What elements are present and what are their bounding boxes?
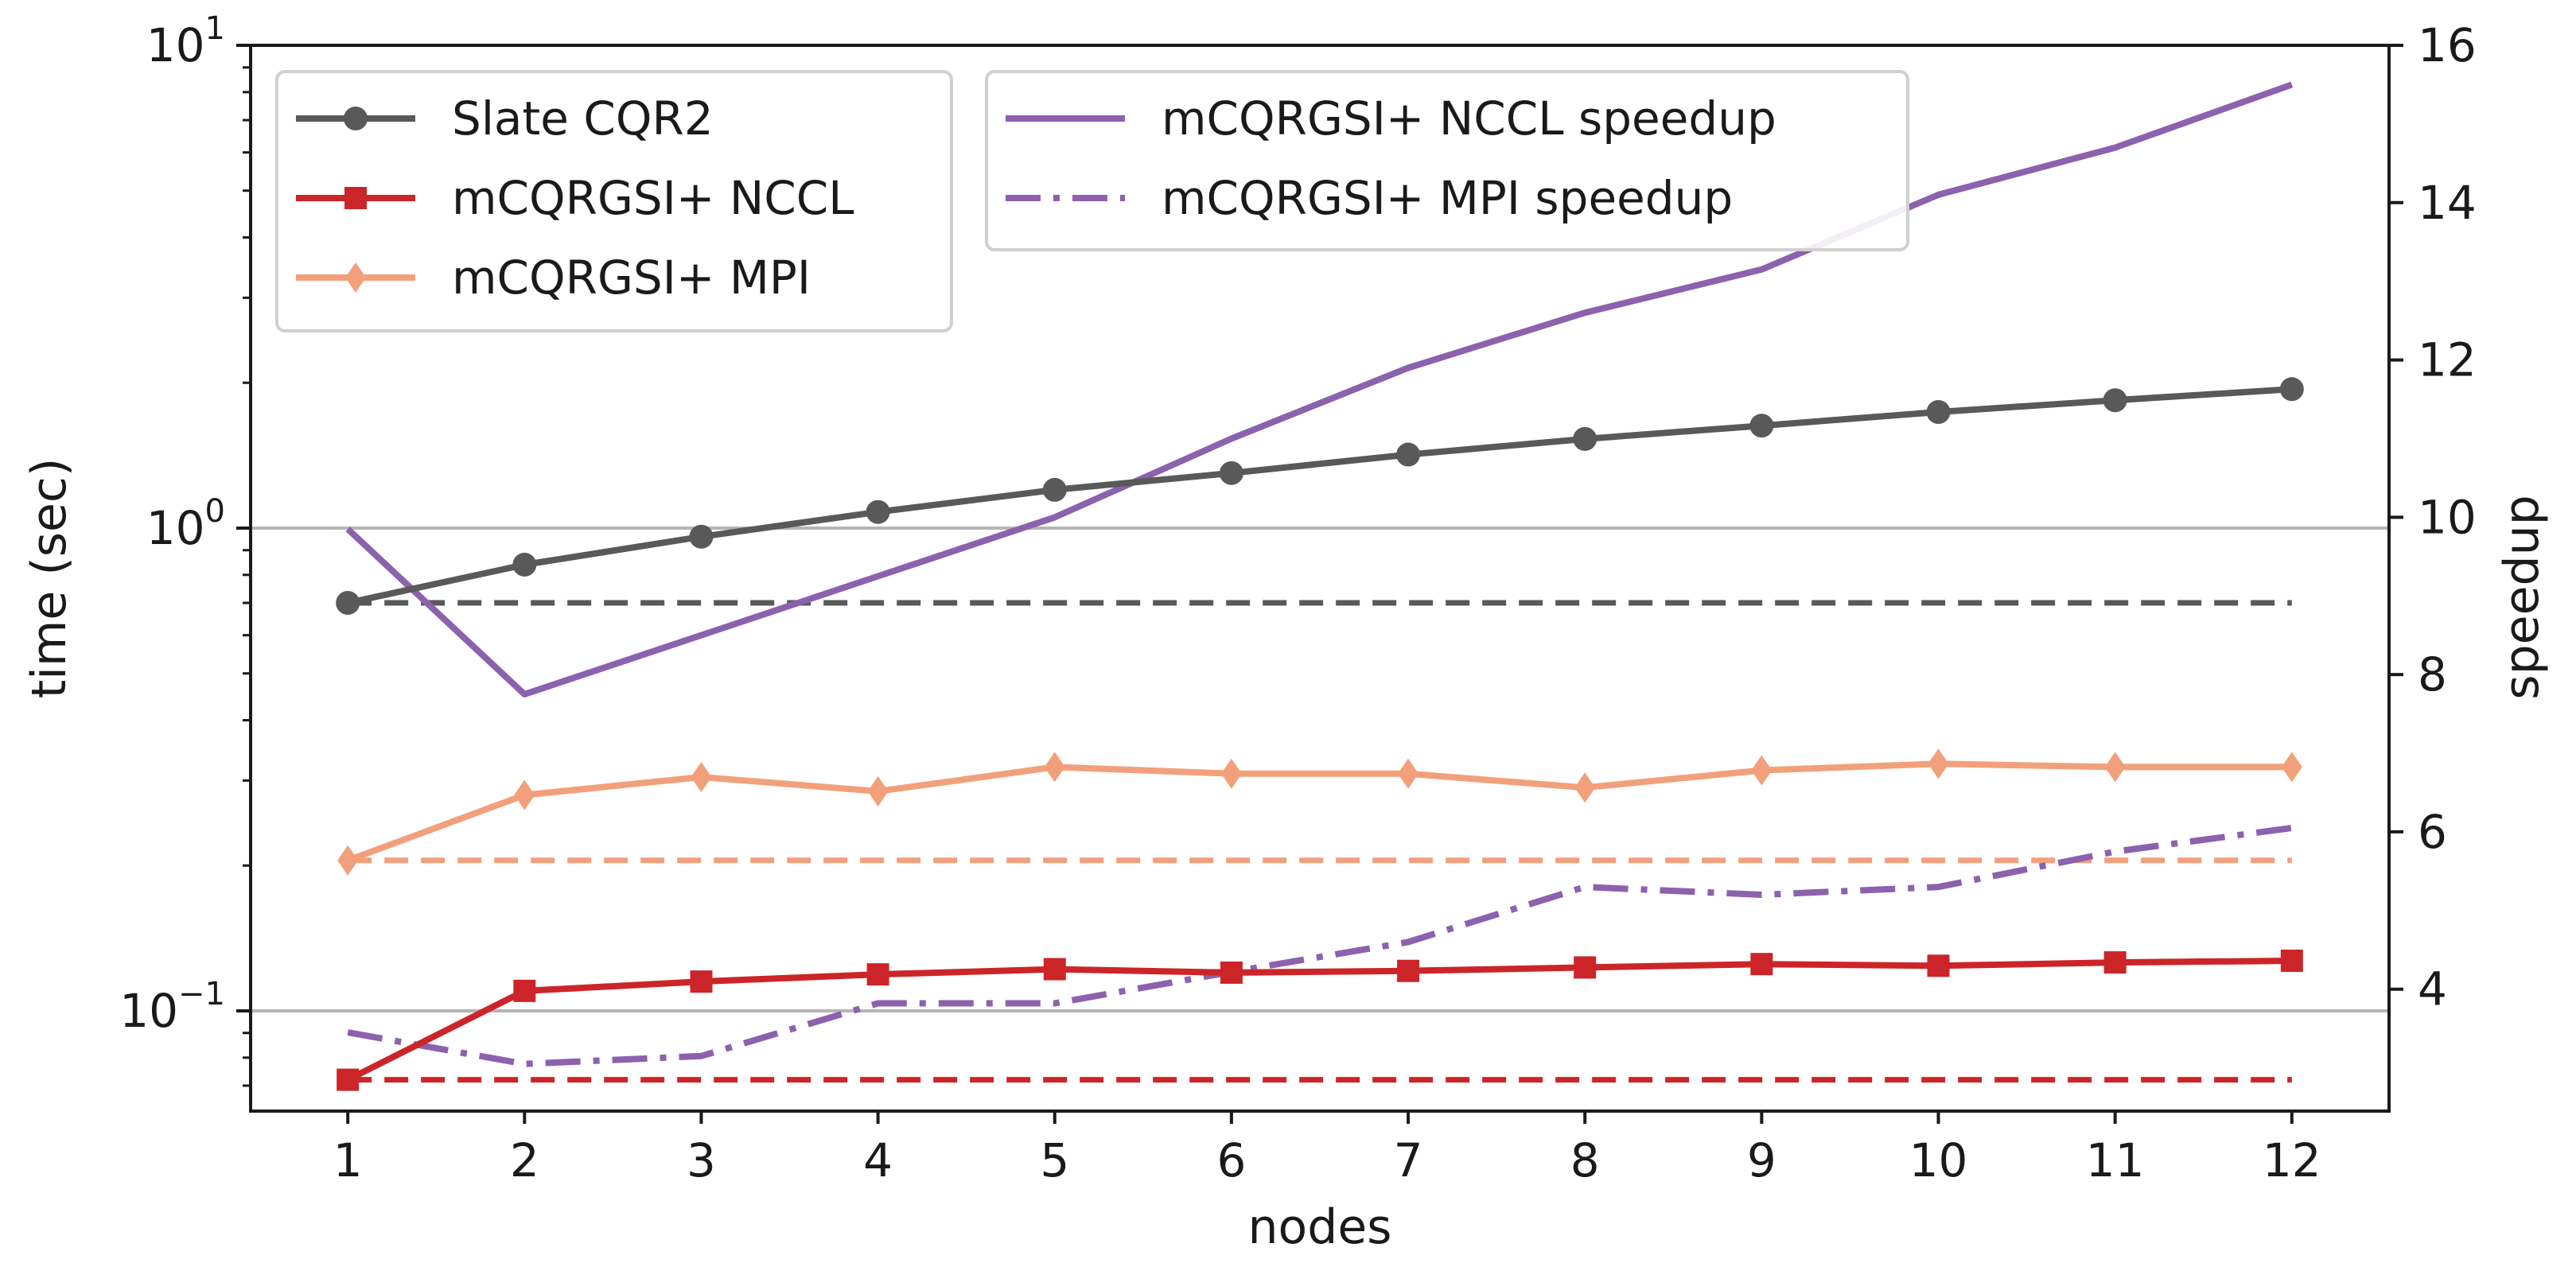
legend-marker xyxy=(344,107,368,130)
x-tick-label: 1 xyxy=(333,1133,363,1187)
y2-tick-label: 10 xyxy=(2418,490,2477,544)
legend-label: Slate CQR2 xyxy=(452,91,714,146)
slate-cqr2-point xyxy=(1043,478,1067,502)
x-axis-title: nodes xyxy=(1248,1199,1392,1255)
legend-label: mCQRGSI+ MPI xyxy=(452,251,811,305)
chart: 12345678910111210−110010146810121416node… xyxy=(0,0,2576,1263)
legend-label: mCQRGSI+ NCCL speedup xyxy=(1162,91,1776,146)
mcqrgsi-nccl-point xyxy=(337,1069,359,1091)
x-tick-label: 6 xyxy=(1216,1133,1246,1187)
y-tick-base: 10 xyxy=(119,984,178,1038)
slate-cqr2-point xyxy=(2280,377,2304,401)
mcqrgsi-nccl-point xyxy=(1574,956,1596,978)
y2-tick-label: 8 xyxy=(2418,647,2447,701)
y2-tick-label: 6 xyxy=(2418,805,2447,859)
x-tick-label: 12 xyxy=(2263,1133,2321,1187)
y-tick-base: 10 xyxy=(146,501,205,555)
x-tick-label: 8 xyxy=(1570,1133,1600,1187)
slate-cqr2-point xyxy=(1749,414,1773,437)
slate-cqr2-point xyxy=(1927,400,1951,424)
x-tick-label: 5 xyxy=(1040,1133,1069,1187)
mcqrgsi-nccl-point xyxy=(2104,951,2127,973)
x-tick-label: 2 xyxy=(510,1133,539,1187)
slate-cqr2-point xyxy=(1220,461,1243,485)
x-tick-label: 10 xyxy=(1909,1133,1968,1187)
slate-cqr2-point xyxy=(689,525,713,549)
y-tick-exponent: 1 xyxy=(205,10,225,47)
x-tick-label: 3 xyxy=(687,1133,716,1187)
x-tick-label: 7 xyxy=(1394,1133,1423,1187)
slate-cqr2-point xyxy=(1573,427,1597,451)
mcqrgsi-nccl-point xyxy=(513,980,535,1002)
y2-tick-label: 14 xyxy=(2418,176,2477,230)
x-tick-label: 9 xyxy=(1747,1133,1776,1187)
mcqrgsi-nccl-point xyxy=(1044,958,1066,981)
y2-tick-label: 12 xyxy=(2418,333,2477,387)
slate-cqr2-point xyxy=(336,591,360,615)
x-tick-label: 11 xyxy=(2086,1133,2145,1187)
mcqrgsi-nccl-point xyxy=(867,963,889,985)
x-tick-label: 4 xyxy=(863,1133,893,1187)
y2-axis-title: speedup xyxy=(2494,495,2550,699)
y-axis-title: time (sec) xyxy=(21,458,77,699)
legend-marker xyxy=(344,187,367,209)
mcqrgsi-nccl-point xyxy=(1928,954,1950,977)
y-tick-base: 10 xyxy=(146,18,205,72)
mcqrgsi-nccl-point xyxy=(1397,960,1419,982)
legend-label: mCQRGSI+ MPI speedup xyxy=(1162,171,1733,225)
slate-cqr2-point xyxy=(2103,388,2127,412)
mcqrgsi-nccl-point xyxy=(1750,953,1772,975)
mcqrgsi-nccl-point xyxy=(1220,962,1243,984)
y-tick-exponent: −1 xyxy=(178,976,225,1012)
y2-tick-label: 16 xyxy=(2418,18,2477,72)
y-tick-exponent: 0 xyxy=(205,493,225,530)
legend-label: mCQRGSI+ NCCL xyxy=(452,171,854,225)
mcqrgsi-nccl-point xyxy=(690,970,712,993)
slate-cqr2-point xyxy=(866,500,890,524)
mcqrgsi-nccl-point xyxy=(2281,950,2303,972)
slate-cqr2-point xyxy=(1396,443,1420,467)
slate-cqr2-point xyxy=(512,553,536,577)
y2-tick-label: 4 xyxy=(2418,962,2447,1016)
